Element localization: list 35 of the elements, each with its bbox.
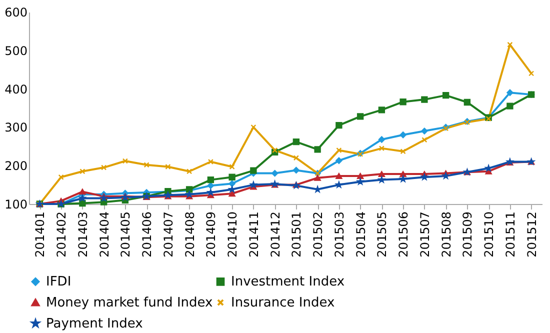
x-tick-label: 201510 [482,212,496,258]
legend-label: Investment Index [231,274,345,290]
x-tick-label: 201512 [524,212,539,258]
x-tick-label: 201407 [161,212,176,258]
legend-label: Money market fund Index [46,296,214,310]
x-tick-label: 201401 [33,212,48,258]
x-tick-label: 201406 [140,212,154,258]
x-tick-label: 201507 [418,212,432,258]
x-tick-label: 201403 [76,212,90,258]
x-tick-label: 201509 [460,212,475,258]
x-tick-label: 201408 [182,212,197,258]
x-tick-label: 201501 [290,212,304,258]
y-tick-label: 600 [4,6,28,20]
x-tick-label: 201503 [332,212,346,258]
x-tick-label: 201511 [503,212,518,258]
x-tick-label: 201412 [268,212,282,258]
y-tick-label: 300 [4,120,28,135]
y-tick-label: 500 [4,44,28,58]
x-tick-label: 201505 [375,212,390,258]
x-tick-label: 201504 [354,212,368,258]
y-tick-label: 200 [4,159,28,174]
x-tick-label: 201410 [226,212,240,258]
x-tick-label: 201411 [246,212,261,258]
x-tick-label: 201409 [204,212,218,258]
x-tick-label: 201402 [54,212,69,258]
x-tick-label: 201508 [439,212,454,258]
x-tick-label: 201502 [311,212,326,258]
y-tick-label: 100 [4,198,28,212]
legend-label: IFDI [46,274,72,290]
x-tick-label: 201405 [118,212,133,258]
x-tick-label: 201404 [97,212,112,258]
legend-label: Insurance Index [231,296,336,310]
y-tick-label: 400 [4,82,28,96]
x-tick-label: 201506 [396,212,411,258]
legend-label: Payment Index [46,316,144,332]
